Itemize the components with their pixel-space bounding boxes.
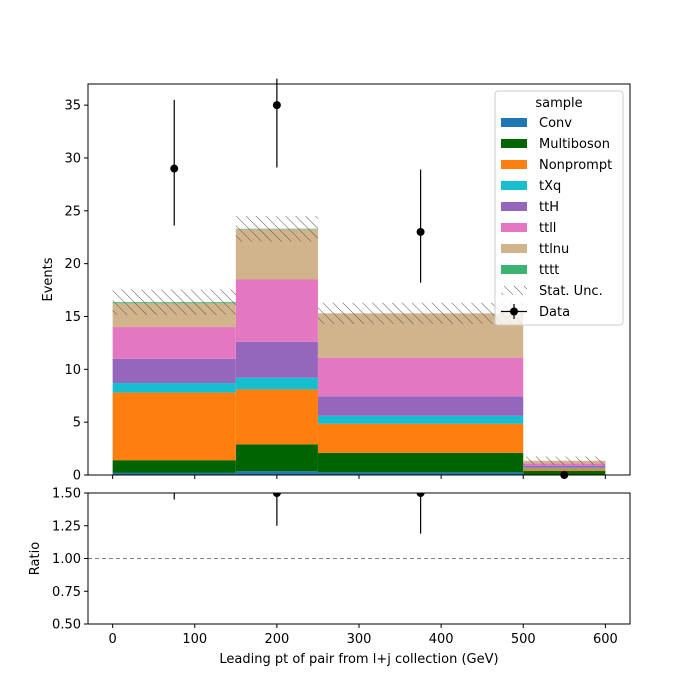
bar-nonprompt-bin-3 <box>523 468 606 471</box>
xtick-label-1: 100 <box>182 632 207 647</box>
main-ytick-label-4: 20 <box>64 257 81 272</box>
xtick-label-0: 0 <box>108 632 116 647</box>
bar-txq-bin-2 <box>317 415 524 424</box>
bar-multiboson-bin-2 <box>317 452 524 473</box>
ratio-ytick-label-1: 0.75 <box>52 585 81 600</box>
x-axis-label: Leading pt of pair from l+j collection (… <box>219 652 498 667</box>
ratio-point-1 <box>272 493 281 497</box>
data-point-2 <box>416 227 425 236</box>
legend-swatch-stat-unc <box>501 286 527 295</box>
main-ytick-label-2: 10 <box>64 363 81 378</box>
ratio-ytick-label-3: 1.25 <box>52 519 81 534</box>
main-ytick-label-0: 0 <box>73 469 81 484</box>
legend-label-multiboson: Multiboson <box>539 137 610 152</box>
legend: sample Conv Multiboson Nonprompt tXq ttH ttll… <box>494 90 624 326</box>
data-point-1 <box>272 101 281 110</box>
stat-unc-bands <box>112 216 606 465</box>
main-y-axis: 0 5 10 15 20 25 30 35 <box>64 99 88 484</box>
legend-swatch-txq <box>501 181 527 190</box>
ratio-panel: 0.50 0.75 1.00 1.25 1.50 0 100 200 300 400 500 600… <box>28 487 631 667</box>
bar-tth-bin-3 <box>523 466 606 468</box>
main-ytick-label-6: 30 <box>64 151 81 166</box>
ratio-frame <box>87 492 631 625</box>
main-ytick-label-3: 15 <box>64 310 81 325</box>
legend-label-ttlnu: ttlnu <box>539 242 569 257</box>
legend-label-tttt: tttt <box>539 263 559 278</box>
legend-swatch-conv <box>501 118 527 127</box>
main-y-axis-label: Events <box>41 257 56 301</box>
bar-nonprompt-bin-0 <box>112 392 236 461</box>
legend-label-conv: Conv <box>539 116 572 131</box>
main-ytick-label-1: 5 <box>73 416 81 431</box>
ratio-y-axis: 0.50 0.75 1.00 1.25 1.50 <box>52 487 88 633</box>
bar-ttll-bin-1 <box>235 279 318 342</box>
bar-tth-bin-1 <box>235 341 318 378</box>
bar-ttll-bin-2 <box>317 357 524 397</box>
ratio-y-axis-label: Ratio <box>28 542 43 575</box>
legend-label-txq: tXq <box>539 179 561 194</box>
legend-label-nonprompt: Nonprompt <box>539 158 612 173</box>
data-points <box>170 78 569 479</box>
bar-txq-bin-1 <box>235 377 318 390</box>
stat-unc-band-bin-0 <box>112 289 236 315</box>
xtick-label-4: 400 <box>429 632 454 647</box>
stat-unc-band-bin-3 <box>523 456 606 465</box>
bar-conv-bin-2 <box>317 472 524 475</box>
bar-conv-bin-1 <box>235 471 318 475</box>
legend-data-marker <box>510 307 518 316</box>
bar-txq-bin-3 <box>523 467 606 469</box>
bar-nonprompt-bin-2 <box>317 423 524 453</box>
bar-nonprompt-bin-1 <box>235 389 318 445</box>
legend-label-ttll: ttll <box>539 221 556 236</box>
legend-title: sample <box>535 96 582 111</box>
ratio-ytick-label-0: 0.50 <box>52 618 81 633</box>
bar-multiboson-bin-0 <box>112 460 236 473</box>
stat-unc-band-bin-2 <box>317 302 524 324</box>
ratio-ytick-label-2: 1.00 <box>52 552 81 567</box>
legend-swatch-ttll <box>501 223 527 232</box>
main-panel: 0 5 10 15 20 25 30 35 Events <box>41 78 631 484</box>
ratio-points <box>173 493 425 534</box>
stat-unc-band-bin-1 <box>235 216 318 242</box>
main-x-ticks <box>112 475 606 479</box>
legend-swatch-tttt <box>501 265 527 274</box>
bar-ttll-bin-0 <box>112 327 236 359</box>
xtick-label-3: 300 <box>347 632 372 647</box>
xtick-label-6: 600 <box>593 632 618 647</box>
main-ytick-label-5: 25 <box>64 204 81 219</box>
xtick-label-2: 200 <box>264 632 289 647</box>
bar-txq-bin-0 <box>112 383 236 393</box>
main-ytick-label-7: 35 <box>64 99 81 114</box>
legend-swatch-nonprompt <box>501 160 527 169</box>
legend-label-tth: ttH <box>539 200 559 215</box>
legend-swatch-multiboson <box>501 139 527 148</box>
bar-multiboson-bin-1 <box>235 444 318 472</box>
legend-label-stat-unc: Stat. Unc. <box>539 284 603 299</box>
bar-tth-bin-0 <box>112 358 236 384</box>
data-point-0 <box>170 164 179 173</box>
ratio-point-2 <box>416 493 425 497</box>
legend-label-data: Data <box>539 305 570 320</box>
legend-swatch-tth <box>501 202 527 211</box>
ratio-ytick-label-4: 1.50 <box>52 487 81 502</box>
legend-swatch-ttlnu <box>501 244 527 253</box>
xtick-label-5: 500 <box>511 632 536 647</box>
bar-conv-bin-0 <box>112 472 236 475</box>
bar-tth-bin-2 <box>317 396 524 416</box>
ratio-x-axis: 0 100 200 300 400 500 600 <box>108 624 618 647</box>
